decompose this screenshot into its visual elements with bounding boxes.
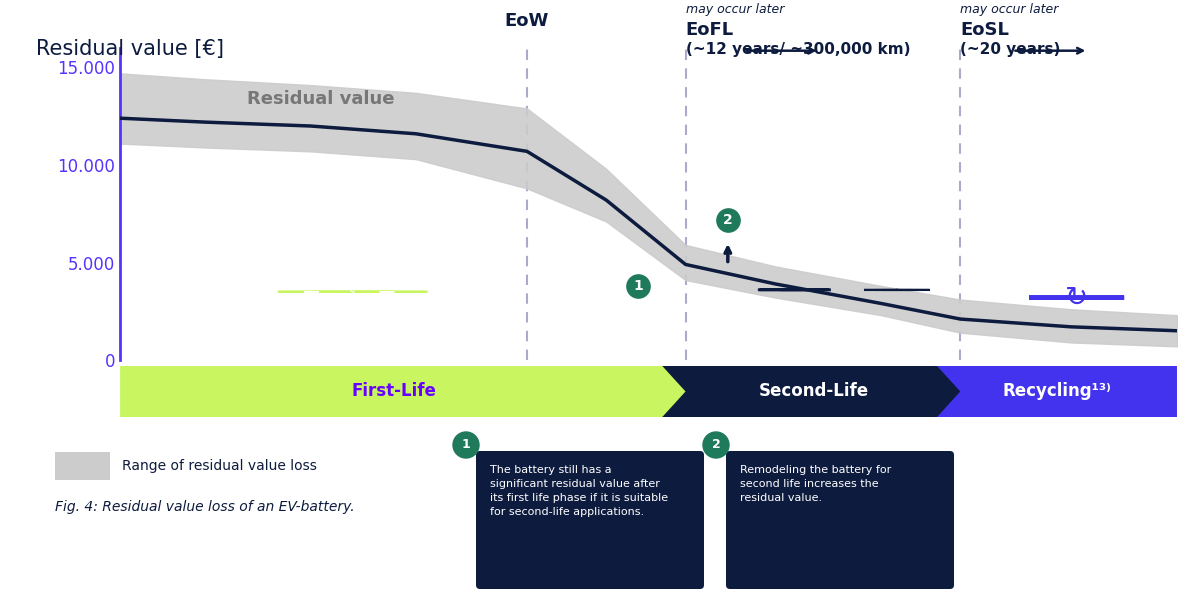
Circle shape <box>703 432 729 458</box>
Text: First-Life: First-Life <box>352 383 436 401</box>
Text: Fig. 4: Residual value loss of an EV-battery.: Fig. 4: Residual value loss of an EV-bat… <box>55 500 354 514</box>
Text: Remodeling the battery for
second life increases the
residual value.: Remodeling the battery for second life i… <box>740 465 891 503</box>
Polygon shape <box>120 366 691 417</box>
FancyBboxPatch shape <box>476 451 704 589</box>
Text: Residual value: Residual value <box>247 91 395 109</box>
Polygon shape <box>662 366 966 417</box>
Text: The battery still has a
significant residual value after
its first life phase if: The battery still has a significant resi… <box>490 465 668 517</box>
Point <box>718 215 737 224</box>
Text: (~20 years): (~20 years) <box>961 42 1060 57</box>
Text: ⚡: ⚡ <box>348 285 357 298</box>
Point <box>628 281 647 290</box>
Text: may occur later: may occur later <box>686 3 784 16</box>
Text: ↻: ↻ <box>1065 284 1088 311</box>
Text: Recycling¹³⁾: Recycling¹³⁾ <box>1003 383 1111 401</box>
Text: Range of residual value loss: Range of residual value loss <box>123 459 317 473</box>
Text: 1: 1 <box>461 439 471 451</box>
Circle shape <box>453 432 479 458</box>
Text: 2: 2 <box>723 212 733 227</box>
Text: EoSL: EoSL <box>961 21 1009 39</box>
Text: may occur later: may occur later <box>961 3 1059 16</box>
Text: (~12 years/ ~300,000 km): (~12 years/ ~300,000 km) <box>686 42 910 57</box>
FancyBboxPatch shape <box>725 451 954 589</box>
Text: EoW: EoW <box>504 12 549 30</box>
Polygon shape <box>937 366 1177 417</box>
Text: Residual value [€]: Residual value [€] <box>36 39 225 59</box>
Text: 1: 1 <box>633 279 643 293</box>
Text: 2: 2 <box>712 439 721 451</box>
Text: Second-Life: Second-Life <box>759 383 870 401</box>
Text: EoFL: EoFL <box>686 21 734 39</box>
FancyBboxPatch shape <box>55 452 110 480</box>
